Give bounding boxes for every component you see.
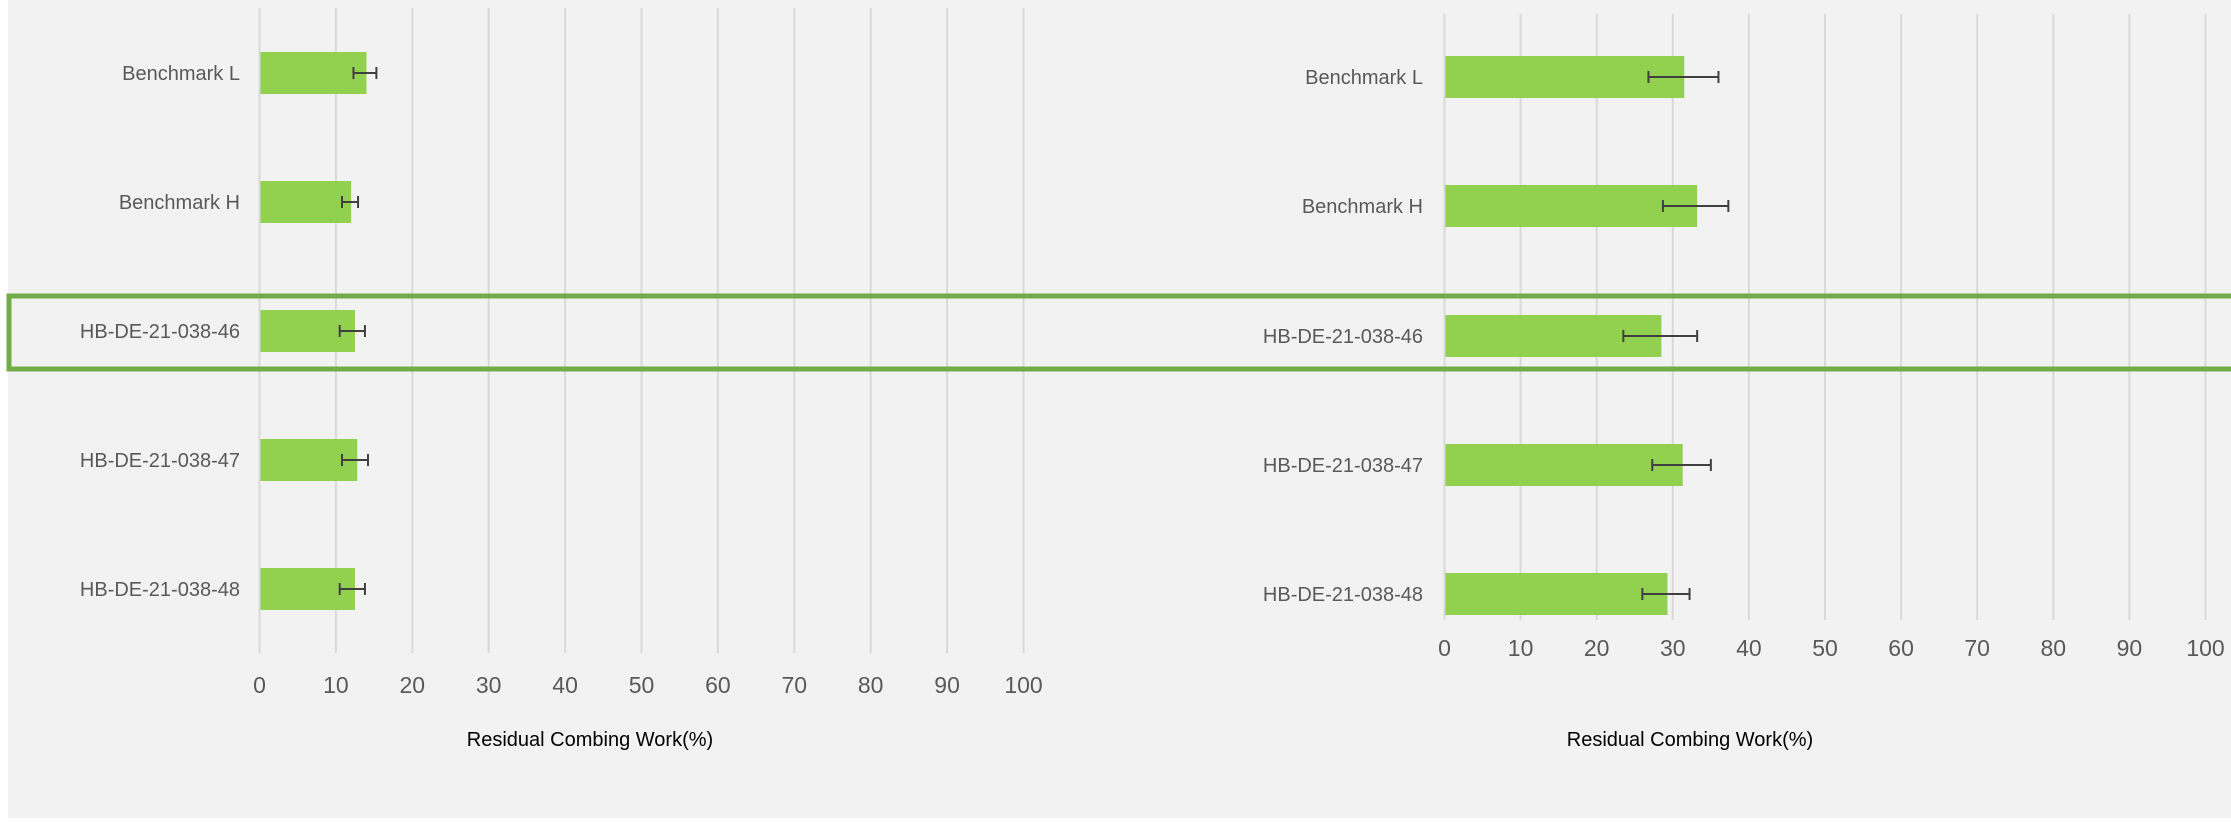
chart1-x-tick-label: 0 <box>253 672 266 698</box>
chart1-x-tick-label: 30 <box>476 672 502 698</box>
chart2-bar-1 <box>1445 56 1685 98</box>
chart1-x-tick-label: 40 <box>552 672 578 698</box>
chart1-x-tick-label: 70 <box>782 672 808 698</box>
chart1-bar-1 <box>260 52 367 94</box>
chart1-x-tick-label: 100 <box>1004 672 1042 698</box>
chart2-category-label: Benchmark L <box>1305 67 1423 89</box>
chart1-category-label: Benchmark H <box>119 192 240 214</box>
chart2-bar-4 <box>1445 444 1683 486</box>
chart2-x-tick-label: 50 <box>1812 635 1838 661</box>
chart2-x-axis-title: Residual Combing Work(%) <box>1567 729 1813 751</box>
chart2-x-tick-label: 40 <box>1736 635 1762 661</box>
chart2-bar-5 <box>1445 573 1668 615</box>
chart2-x-tick-label: 30 <box>1660 635 1686 661</box>
chart2-x-tick-label: 80 <box>2041 635 2067 661</box>
chart2-x-tick-label: 100 <box>2186 635 2224 661</box>
chart2-bar-2 <box>1445 185 1698 227</box>
chart1-x-tick-label: 20 <box>400 672 426 698</box>
chart1-x-tick-label: 90 <box>934 672 960 698</box>
chart1-x-tick-label: 10 <box>323 672 349 698</box>
chart2-x-tick-label: 0 <box>1438 635 1451 661</box>
chart1-category-label: HB-DE-21-038-48 <box>80 579 240 601</box>
chart1-x-tick-label: 50 <box>629 672 655 698</box>
chart2-x-tick-label: 60 <box>1888 635 1914 661</box>
chart2-x-tick-label: 10 <box>1508 635 1534 661</box>
chart1-category-label: HB-DE-21-038-46 <box>80 321 240 343</box>
chart2-category-label: HB-DE-21-038-48 <box>1263 584 1423 606</box>
chart1-x-tick-label: 80 <box>858 672 884 698</box>
chart2-category-label: HB-DE-21-038-47 <box>1263 455 1423 477</box>
chart-background <box>8 0 2231 818</box>
chart1-bar-2 <box>260 181 352 223</box>
chart1-category-label: Benchmark L <box>122 63 240 85</box>
chart2-x-tick-label: 20 <box>1584 635 1610 661</box>
chart2-x-tick-label: 70 <box>1964 635 1990 661</box>
chart1-category-label: HB-DE-21-038-47 <box>80 450 240 472</box>
chart1-x-axis-title: Residual Combing Work(%) <box>467 729 713 751</box>
chart2-category-label: Benchmark H <box>1302 196 1423 218</box>
chart1-x-tick-label: 60 <box>705 672 731 698</box>
chart2-x-tick-label: 90 <box>2117 635 2143 661</box>
highlight-row-frame <box>6 293 2231 372</box>
chart2-category-label: HB-DE-21-038-46 <box>1263 326 1423 348</box>
